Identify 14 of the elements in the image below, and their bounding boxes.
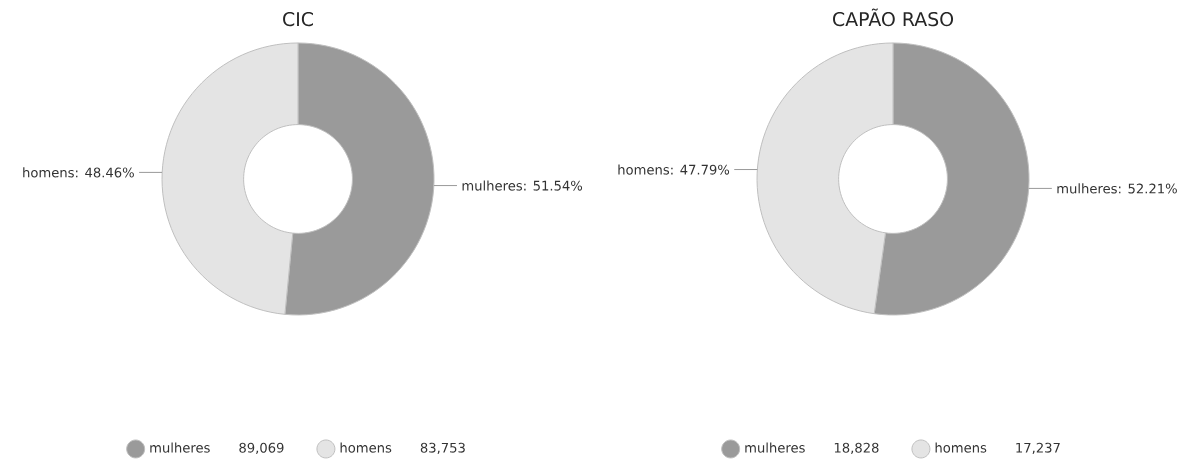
chart-title: CAPÃO RASO [833,8,954,27]
chart-title: CIC [283,11,313,27]
text: 18,828 [834,442,879,454]
legend-label: mulheres [150,442,210,453]
data-label: homens: 48.46% [23,167,134,178]
legend-label: mulheres [745,442,805,453]
data-label: homens: 47.79% [618,164,730,175]
data-label: mulheres: 52.21% [1057,183,1177,194]
legend-label: homens [935,442,987,453]
data-label: mulheres: 51.54% [462,180,583,191]
text: 17,237 [1016,442,1060,454]
text: 83,753 [420,442,465,454]
legend-label: homens [340,442,392,453]
text: 89,069 [239,442,284,454]
